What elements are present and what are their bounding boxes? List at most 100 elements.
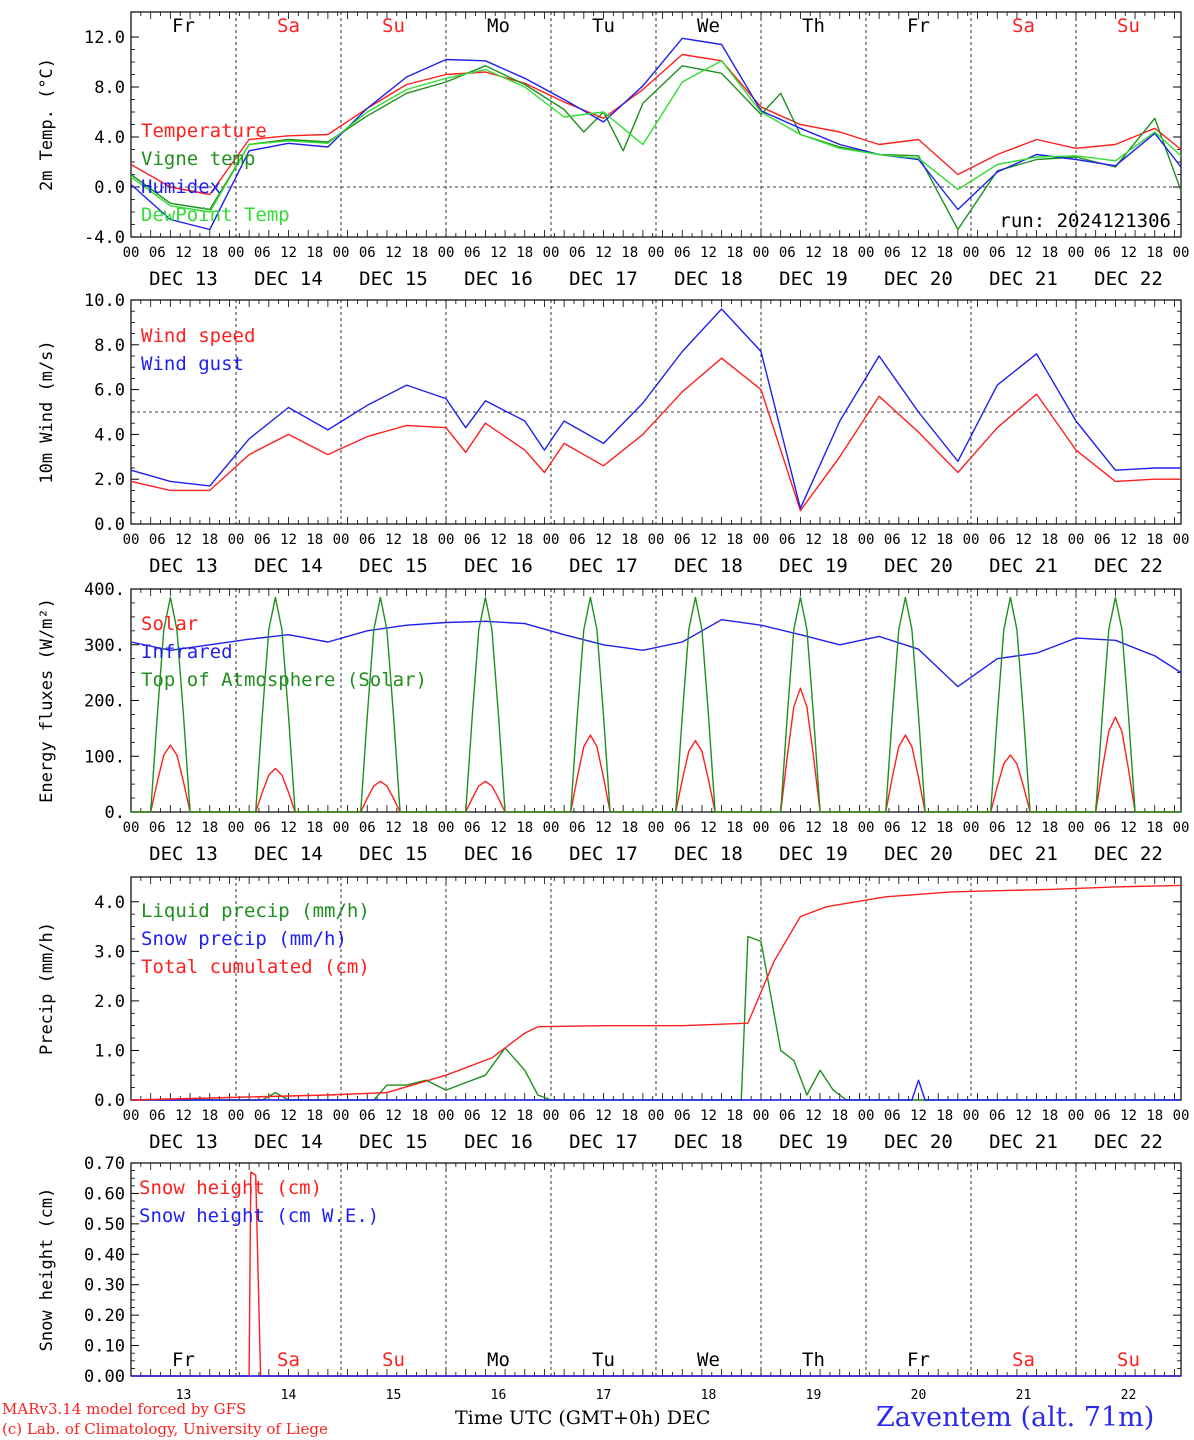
hour-tick-label: 06 xyxy=(359,1108,376,1124)
hour-tick-label: 00 xyxy=(858,1108,875,1124)
hour-tick-label: 06 xyxy=(464,1108,481,1124)
hour-tick-label: 18 xyxy=(831,820,848,836)
chart-panel-3: 0.0 1.0 2.0 3.0 4.0 Precip (mm/h) Liquid preci… xyxy=(37,876,1190,1153)
hour-tick-label: 00 xyxy=(858,820,875,836)
hour-tick-label: 18 xyxy=(411,245,428,261)
hour-tick-label: 00 xyxy=(228,245,245,261)
plot-frame xyxy=(130,588,1182,813)
chart-panel-0: -4.0 0.0 4.0 8.0 12.0 2m Temp. (°C) Temperatur… xyxy=(37,11,1190,290)
hour-tick-label: 00 xyxy=(438,245,455,261)
date-label: DEC 22 xyxy=(1094,268,1163,290)
hour-tick-label: 00 xyxy=(648,532,665,548)
hour-tick-label: 18 xyxy=(306,532,323,548)
hour-tick-label: 18 xyxy=(201,532,218,548)
hour-tick-label: 18 xyxy=(411,1108,428,1124)
hour-tick-label: 00 xyxy=(753,1108,770,1124)
hour-tick-label: 18 xyxy=(1146,1108,1163,1124)
day-number-label: 18 xyxy=(701,1388,717,1403)
day-name: Fr xyxy=(907,1349,930,1371)
y-tick-label: 0.50 xyxy=(84,1215,125,1235)
day-name: Su xyxy=(382,1349,405,1371)
date-label: DEC 21 xyxy=(989,1131,1058,1153)
hour-tick-label: 00 xyxy=(1068,532,1085,548)
hour-tick-label: 00 xyxy=(1173,245,1190,261)
hour-tick-label: 00 xyxy=(123,532,140,548)
hour-tick-label: 18 xyxy=(621,1108,638,1124)
hour-tick-label: 12 xyxy=(595,532,612,548)
y-tick-label: 0.20 xyxy=(84,1306,125,1326)
hour-tick-label: 06 xyxy=(989,820,1006,836)
hour-tick-label: 00 xyxy=(1068,245,1085,261)
y-tick-label: 0.0 xyxy=(94,515,125,535)
hour-tick-label: 12 xyxy=(910,245,927,261)
hour-tick-label: 18 xyxy=(726,245,743,261)
hour-tick-label: 12 xyxy=(1120,820,1137,836)
hour-tick-label: 12 xyxy=(805,820,822,836)
hour-tick-label: 18 xyxy=(726,1108,743,1124)
date-label: DEC 21 xyxy=(989,268,1058,290)
day-name: We xyxy=(697,1349,720,1371)
hour-tick-label: 06 xyxy=(569,820,586,836)
hour-tick-label: 12 xyxy=(805,532,822,548)
y-axis-label: Precip (mm/h) xyxy=(37,922,57,1055)
hour-tick-label: 12 xyxy=(595,1108,612,1124)
hour-tick-label: 00 xyxy=(1068,820,1085,836)
day-number-label: 15 xyxy=(386,1388,402,1403)
date-label: DEC 22 xyxy=(1094,1131,1163,1153)
legend-entry: Snow height (cm) xyxy=(139,1177,322,1199)
date-label: DEC 18 xyxy=(674,843,743,865)
hour-tick-label: 06 xyxy=(149,820,166,836)
date-label: DEC 22 xyxy=(1094,555,1163,577)
hour-tick-label: 12 xyxy=(595,245,612,261)
legend-entry: Liquid precip (mm/h) xyxy=(141,900,370,922)
hour-tick-label: 12 xyxy=(700,532,717,548)
hour-tick-label: 18 xyxy=(411,532,428,548)
station-name: Zaventem (alt. 71m) xyxy=(876,1402,1155,1433)
hour-tick-label: 06 xyxy=(359,532,376,548)
hour-tick-label: 00 xyxy=(963,820,980,836)
hour-tick-label: 06 xyxy=(1094,532,1111,548)
hour-tick-label: 00 xyxy=(228,820,245,836)
hour-tick-label: 12 xyxy=(1015,820,1032,836)
y-tick-label: 0. xyxy=(105,803,125,823)
hour-tick-label: 06 xyxy=(569,245,586,261)
hour-tick-label: 12 xyxy=(175,820,192,836)
date-label: DEC 15 xyxy=(359,268,428,290)
date-label: DEC 18 xyxy=(674,268,743,290)
date-label: DEC 17 xyxy=(569,268,638,290)
hour-tick-label: 06 xyxy=(569,532,586,548)
hour-tick-label: 12 xyxy=(805,245,822,261)
y-tick-label: 0.00 xyxy=(84,1367,125,1387)
date-label: DEC 22 xyxy=(1094,843,1163,865)
chart-panel-1: 0.0 2.0 4.0 6.0 8.0 10.0 10m Wind (m/s) Wind sp… xyxy=(37,291,1189,577)
y-tick-label: 0.60 xyxy=(84,1184,125,1204)
hour-tick-label: 00 xyxy=(543,820,560,836)
legend-entry: Total cumulated (cm) xyxy=(141,956,370,978)
hour-tick-label: 18 xyxy=(621,245,638,261)
hour-tick-label: 00 xyxy=(123,1108,140,1124)
hour-tick-label: 12 xyxy=(910,820,927,836)
series-line-1 xyxy=(130,619,1182,688)
hour-tick-label: 00 xyxy=(438,532,455,548)
legend-entry: Humidex xyxy=(141,176,221,198)
hour-tick-label: 12 xyxy=(385,1108,402,1124)
hour-tick-label: 12 xyxy=(385,245,402,261)
day-number-label: 16 xyxy=(491,1388,507,1403)
hour-tick-label: 12 xyxy=(1015,532,1032,548)
hour-tick-label: 06 xyxy=(779,820,796,836)
date-label: DEC 16 xyxy=(464,843,533,865)
hour-tick-label: 06 xyxy=(884,1108,901,1124)
hour-tick-label: 12 xyxy=(1120,1108,1137,1124)
date-label: DEC 21 xyxy=(989,843,1058,865)
hour-tick-label: 06 xyxy=(674,245,691,261)
y-tick-label: 100. xyxy=(84,747,125,767)
hour-tick-label: 12 xyxy=(280,820,297,836)
y-tick-label: 4.0 xyxy=(94,893,125,913)
hour-tick-label: 18 xyxy=(1041,820,1058,836)
series-line-2 xyxy=(130,37,1182,231)
day-name: Fr xyxy=(172,1349,195,1371)
day-name: Mo xyxy=(487,15,510,37)
hour-tick-label: 00 xyxy=(1173,1108,1190,1124)
model-credit: MARv3.14 model forced by GFS xyxy=(2,1400,247,1418)
hour-tick-label: 06 xyxy=(1094,1108,1111,1124)
